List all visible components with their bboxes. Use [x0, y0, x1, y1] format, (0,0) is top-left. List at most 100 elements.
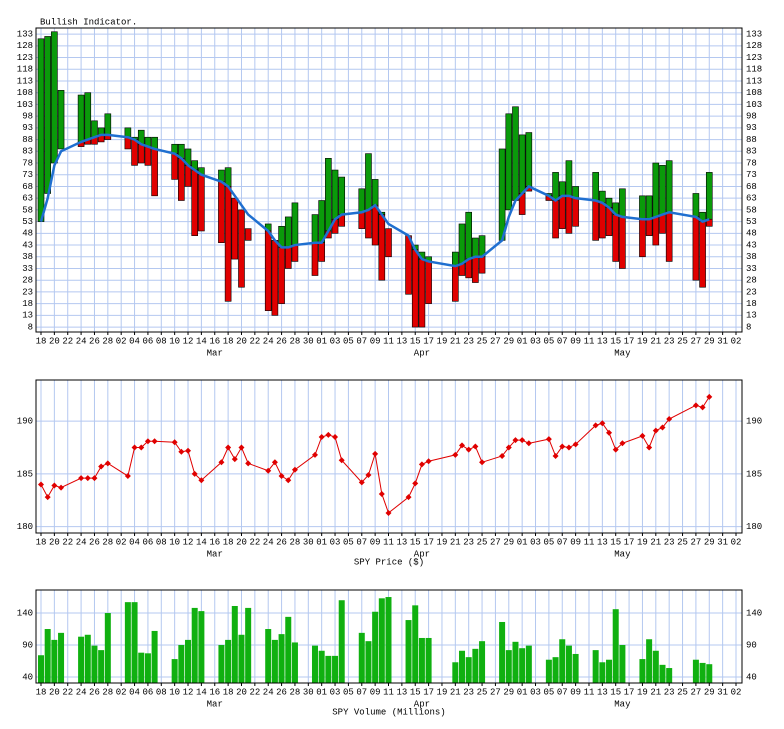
- y-tick-label: 88: [746, 135, 757, 145]
- x-tick-label: 22: [249, 537, 260, 547]
- x-tick-label: 06: [143, 687, 154, 697]
- price-marker: [151, 438, 158, 445]
- x-tick-label: 18: [223, 687, 234, 697]
- x-tick-label: 28: [102, 537, 113, 547]
- volume-bar: [385, 597, 392, 683]
- volume-bar: [418, 637, 425, 683]
- price-marker: [291, 466, 298, 473]
- bar-below: [231, 197, 239, 260]
- x-tick-label: 27: [690, 537, 701, 547]
- bar-below: [619, 216, 626, 269]
- x-tick-label: 12: [183, 537, 194, 547]
- x-tick-label: 12: [183, 336, 194, 346]
- bar-below: [378, 214, 386, 281]
- y-tick-label: 93: [22, 123, 33, 133]
- x-tick-label: 13: [396, 687, 407, 697]
- x-tick-label: 10: [169, 537, 180, 547]
- x-tick-label: 26: [89, 687, 100, 697]
- x-tick-label: 31: [717, 336, 728, 346]
- month-label: Mar: [207, 549, 223, 559]
- x-tick-label: 03: [330, 537, 341, 547]
- y-tick-label: 73: [746, 170, 757, 180]
- month-label: Apr: [414, 549, 430, 559]
- x-tick-label: 29: [704, 687, 715, 697]
- x-tick-label: 11: [383, 537, 394, 547]
- volume-bar: [285, 616, 292, 683]
- y-tick-label: 78: [22, 158, 33, 168]
- y-tick-label: 133: [17, 29, 33, 39]
- volume-bar: [412, 605, 419, 683]
- volume-bar: [372, 611, 379, 683]
- bar-below: [552, 200, 559, 239]
- x-tick-label: 01: [517, 537, 528, 547]
- x-tick-label: 08: [156, 687, 167, 697]
- volume-bar: [291, 642, 298, 683]
- bar-below: [452, 265, 459, 302]
- volume-bar: [124, 602, 131, 683]
- y-tick-label: 43: [746, 240, 757, 250]
- bar-above: [472, 237, 479, 258]
- bar-below: [284, 247, 292, 269]
- y-tick-label: 123: [17, 53, 33, 63]
- x-axis-label: SPY Price ($): [354, 557, 424, 567]
- x-tick-label: 03: [530, 336, 541, 346]
- x-tick-label: 02: [116, 336, 127, 346]
- bar-below: [264, 230, 272, 311]
- x-tick-label: 28: [290, 687, 301, 697]
- x-tick-label: 18: [36, 687, 47, 697]
- x-tick-label: 21: [450, 537, 461, 547]
- price-marker: [198, 477, 205, 484]
- x-tick-label: 14: [196, 537, 207, 547]
- y-tick-label: 58: [746, 205, 757, 215]
- y-tick-label: 93: [746, 123, 757, 133]
- x-tick-label: 17: [423, 687, 434, 697]
- volume-bar: [318, 650, 325, 683]
- x-tick-label: 01: [316, 687, 327, 697]
- x-tick-label: 18: [223, 537, 234, 547]
- volume-bar: [271, 639, 278, 683]
- volume-bar: [652, 650, 659, 683]
- y-tick-label: 23: [22, 287, 33, 297]
- bar-above: [692, 193, 700, 218]
- price-marker: [418, 461, 425, 468]
- bar-below: [472, 256, 479, 283]
- y-tick-label: 43: [22, 240, 33, 250]
- x-tick-label: 26: [276, 336, 287, 346]
- x-tick-label: 15: [410, 537, 421, 547]
- volume-bar: [512, 641, 519, 683]
- bar-above: [565, 160, 573, 197]
- y-tick-label: 48: [746, 229, 757, 239]
- x-tick-label: 16: [209, 336, 220, 346]
- bar-above: [77, 94, 85, 143]
- x-tick-label: 23: [463, 537, 474, 547]
- x-tick-label: 17: [423, 336, 434, 346]
- x-tick-label: 07: [557, 537, 568, 547]
- x-tick-label: 03: [330, 687, 341, 697]
- volume-bar: [332, 655, 339, 683]
- x-tick-label: 27: [490, 687, 501, 697]
- volume-bar: [378, 598, 385, 683]
- y-tick-label: 185: [746, 469, 762, 479]
- volume-bar: [692, 659, 699, 683]
- bar-above: [84, 92, 92, 140]
- y-tick-label: 190: [17, 417, 33, 427]
- volume-bar: [606, 659, 613, 683]
- y-tick-label: 68: [22, 182, 33, 192]
- x-tick-label: 20: [236, 537, 247, 547]
- x-tick-label: 15: [410, 687, 421, 697]
- price-marker: [245, 460, 252, 467]
- y-tick-label: 63: [746, 194, 757, 204]
- price-marker: [191, 470, 198, 477]
- x-tick-label: 18: [36, 336, 47, 346]
- x-tick-label: 26: [89, 537, 100, 547]
- volume-bar: [699, 662, 706, 683]
- bar-above: [505, 113, 513, 211]
- x-tick-label: 17: [423, 537, 434, 547]
- bar-above: [37, 38, 45, 222]
- bar-below: [198, 174, 205, 232]
- volume-bar: [131, 602, 138, 683]
- price-marker: [592, 422, 599, 429]
- x-tick-label: 10: [169, 687, 180, 697]
- price-marker: [666, 416, 673, 423]
- y-tick-label: 73: [22, 170, 33, 180]
